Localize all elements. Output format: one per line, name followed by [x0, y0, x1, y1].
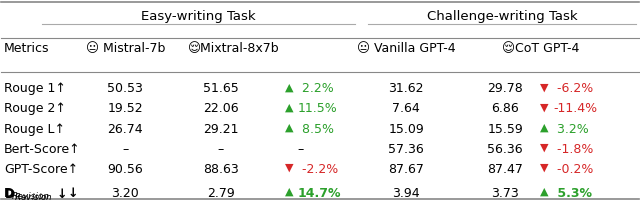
- Text: 15.59: 15.59: [487, 122, 523, 135]
- Text: -11.4%: -11.4%: [553, 102, 597, 115]
- Text: Metrics: Metrics: [4, 42, 49, 55]
- Text: 56.36: 56.36: [488, 142, 523, 155]
- Text: ▲: ▲: [285, 102, 293, 112]
- Text: 3.94: 3.94: [392, 186, 420, 199]
- Text: 50.53: 50.53: [108, 82, 143, 95]
- Text: 88.63: 88.63: [203, 162, 239, 175]
- Text: 90.56: 90.56: [108, 162, 143, 175]
- Text: ↓: ↓: [68, 186, 78, 199]
- Text: ▼: ▼: [540, 162, 549, 172]
- Text: 7.64: 7.64: [392, 102, 420, 115]
- Text: –: –: [298, 142, 304, 155]
- Text: Bert-Score↑: Bert-Score↑: [4, 142, 81, 155]
- Text: –: –: [122, 142, 129, 155]
- Text: 19.52: 19.52: [108, 102, 143, 115]
- Text: GPT-Score↑: GPT-Score↑: [4, 162, 78, 175]
- Text: 5.3%: 5.3%: [553, 186, 592, 199]
- Text: -6.2%: -6.2%: [553, 82, 593, 95]
- Text: 57.36: 57.36: [388, 142, 424, 155]
- Text: Easy-writing Task: Easy-writing Task: [141, 10, 256, 23]
- Text: 2.2%: 2.2%: [298, 82, 333, 95]
- Text: ▲: ▲: [285, 186, 293, 196]
- Text: Challenge-writing Task: Challenge-writing Task: [427, 10, 577, 23]
- Text: Rouge 2↑: Rouge 2↑: [4, 102, 66, 115]
- Text: 14.7%: 14.7%: [298, 186, 341, 199]
- Text: Rouge 1↑: Rouge 1↑: [4, 82, 66, 95]
- Text: ▲: ▲: [285, 82, 293, 92]
- Text: 31.62: 31.62: [388, 82, 424, 95]
- Text: ▲: ▲: [540, 186, 549, 196]
- Text: -2.2%: -2.2%: [298, 162, 338, 175]
- Text: ▲: ▲: [540, 122, 549, 132]
- Text: ▼: ▼: [540, 102, 549, 112]
- Text: 2.79: 2.79: [207, 186, 235, 199]
- Text: 3.20: 3.20: [111, 186, 139, 199]
- Text: ▼: ▼: [285, 162, 293, 172]
- Text: 87.47: 87.47: [487, 162, 523, 175]
- Text: 87.67: 87.67: [388, 162, 424, 175]
- Text: 😌CoT GPT-4: 😌CoT GPT-4: [502, 42, 579, 55]
- Text: 26.74: 26.74: [108, 122, 143, 135]
- Text: 29.21: 29.21: [204, 122, 239, 135]
- Text: -1.8%: -1.8%: [553, 142, 593, 155]
- Text: 11.5%: 11.5%: [298, 102, 337, 115]
- Text: 29.78: 29.78: [487, 82, 523, 95]
- Text: 22.06: 22.06: [204, 102, 239, 115]
- Text: ▲: ▲: [285, 122, 293, 132]
- Text: ▼: ▼: [540, 82, 549, 92]
- Text: 😌Mixtral-8x7b: 😌Mixtral-8x7b: [188, 42, 280, 55]
- Text: -0.2%: -0.2%: [553, 162, 593, 175]
- Text: Revision: Revision: [12, 191, 51, 200]
- Text: Rouge L↑: Rouge L↑: [4, 122, 65, 135]
- Text: $\mathbf{D}_{Revision}$ ↓: $\mathbf{D}_{Revision}$ ↓: [4, 186, 66, 202]
- Text: 3.73: 3.73: [492, 186, 519, 199]
- Text: –: –: [218, 142, 224, 155]
- Text: 😐 Mistral-7b: 😐 Mistral-7b: [86, 42, 165, 55]
- Text: 51.65: 51.65: [203, 82, 239, 95]
- Text: D: D: [4, 186, 14, 199]
- Text: 8.5%: 8.5%: [298, 122, 333, 135]
- Text: 😐 Vanilla GPT-4: 😐 Vanilla GPT-4: [357, 42, 456, 55]
- Text: 6.86: 6.86: [492, 102, 519, 115]
- Text: ▼: ▼: [540, 142, 549, 152]
- Text: 15.09: 15.09: [388, 122, 424, 135]
- Text: 3.2%: 3.2%: [553, 122, 589, 135]
